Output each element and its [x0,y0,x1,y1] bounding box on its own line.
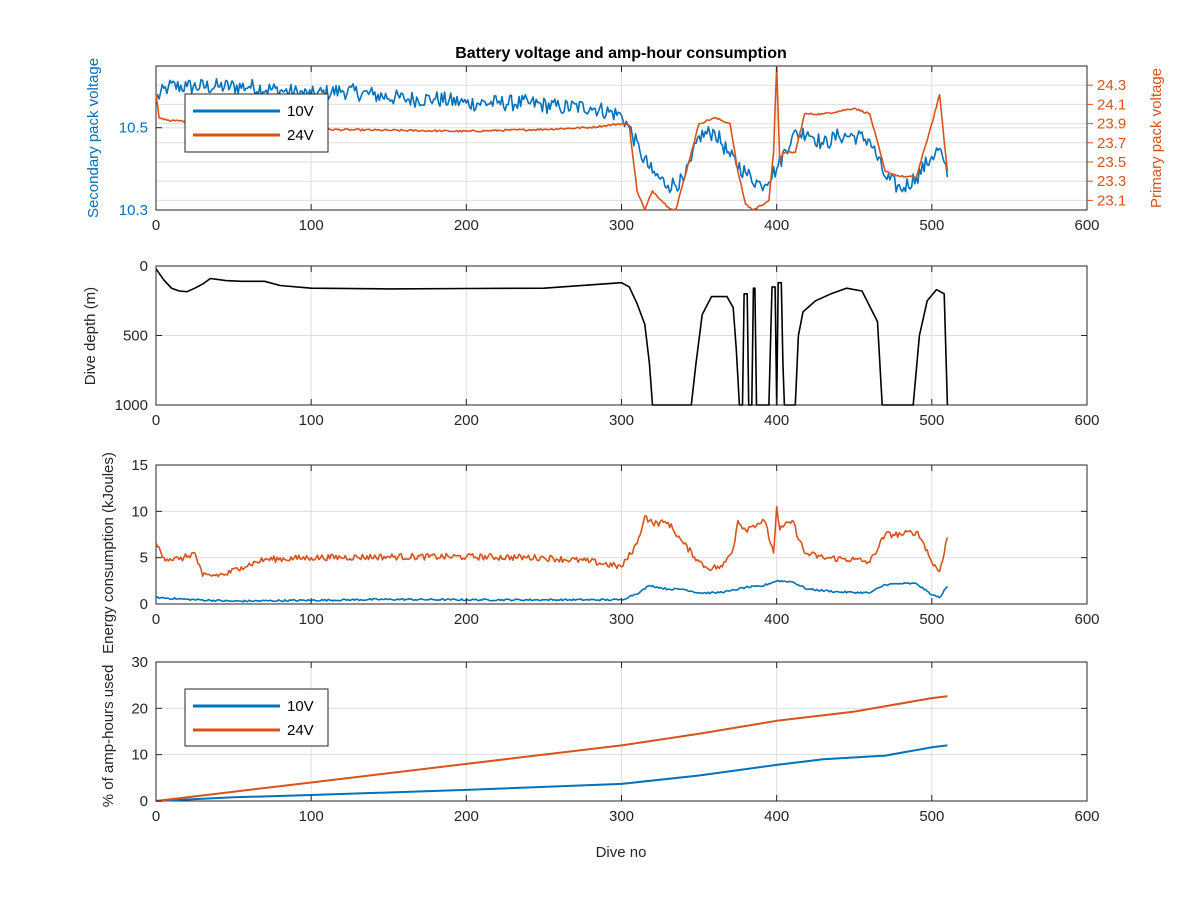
x-tick-label: 100 [299,611,324,628]
voltage-ticks: 0 100 200 300 400 500 600 10.3 10.5 23.1 23.3 23.5 2… [119,66,1126,234]
24v-series-line [155,695,948,802]
y-right-tick-label: 23.3 [1097,173,1126,190]
x-tick-label: 600 [1074,412,1099,429]
x-tick-label: 200 [454,412,479,429]
x-tick-label: 600 [1074,611,1099,628]
voltage-legend-box [184,93,329,153]
voltage-panel: 0 100 200 300 400 500 600 10.3 10.5 23.1 23.3 23.5 2… [85,58,1165,234]
amphours-panel: 0 100 200 300 400 500 600 0 10 20 30 % of amp-hour… [100,654,1100,861]
x-tick-label: 0 [152,217,160,234]
amphours-series-lines [155,695,948,802]
x-tick-label: 600 [1074,217,1099,234]
y-tick-label: 10 [131,747,148,764]
y-right-tick-label: 23.7 [1097,135,1126,152]
y-right-tick-label: 24.3 [1097,77,1126,94]
amphours-legend-24v-label: 24V [287,722,314,739]
x-tick-label: 0 [152,808,160,825]
x-tick-label: 400 [764,217,789,234]
energy-grid [155,464,1088,605]
y-tick-label: 0 [140,793,148,810]
x-tick-label: 200 [454,808,479,825]
x-tick-label: 500 [919,412,944,429]
voltage-right-axis-label: Primary pack voltage [1148,68,1165,208]
energy-panel: 0 100 200 300 400 500 600 0 5 10 15 Energy consump… [100,452,1100,654]
x-tick-label: 300 [609,412,634,429]
x-tick-label: 400 [764,808,789,825]
y-tick-label: 0 [140,258,148,275]
x-tick-label: 500 [919,217,944,234]
x-axis-label: Dive no [596,844,647,861]
x-tick-label: 100 [299,412,324,429]
x-tick-label: 200 [454,217,479,234]
x-tick-label: 400 [764,611,789,628]
depth-axis-label: Dive depth (m) [82,287,99,385]
amphours-ticks: 0 100 200 300 400 500 600 0 10 20 30 [131,654,1099,825]
amphours-axis-label: % of amp-hours used [100,665,117,808]
y-tick-label: 10.5 [119,120,148,137]
y-tick-label: 30 [131,654,148,671]
y-tick-label: 500 [123,328,148,345]
energy-series-lines [155,505,949,603]
voltage-left-axis-label: Secondary pack voltage [85,58,102,218]
energy-axis-label: Energy consumption (kJoules) [100,452,117,654]
y-tick-label: 5 [140,550,148,567]
voltage-legend-10v-label: 10V [287,103,314,120]
y-tick-label: 15 [131,457,148,474]
x-tick-label: 0 [152,412,160,429]
depth-series-line [155,268,949,406]
x-tick-label: 400 [764,412,789,429]
amphours-legend-10v-label: 10V [287,698,314,715]
x-tick-label: 300 [609,808,634,825]
depth-ticks: 0 100 200 300 400 500 600 0 500 1000 [115,258,1100,429]
y-right-tick-label: 23.5 [1097,154,1126,171]
x-tick-label: 100 [299,808,324,825]
y-right-tick-label: 24.1 [1097,96,1126,113]
x-tick-label: 100 [299,217,324,234]
figure-title: Battery voltage and amp-hour consumption [455,45,787,62]
x-tick-label: 300 [609,611,634,628]
x-tick-label: 0 [152,611,160,628]
10v-series-line [155,579,948,603]
voltage-legend: 10V 24V [184,93,329,153]
24v-series-line [155,505,949,578]
amphours-legend-box [184,688,329,747]
x-tick-label: 500 [919,808,944,825]
x-tick-label: 600 [1074,808,1099,825]
y-tick-label: 10 [131,503,148,520]
depth-panel: 0 100 200 300 400 500 600 0 500 1000 Dive depth (… [82,258,1100,429]
x-tick-label: 300 [609,217,634,234]
y-right-tick-label: 23.9 [1097,116,1126,133]
amphours-legend: 10V 24V [184,688,329,747]
y-tick-label: 10.3 [119,202,148,219]
depth-series-lines [155,268,949,406]
y-tick-label: 20 [131,700,148,717]
y-tick-label: 0 [140,596,148,613]
x-tick-label: 500 [919,611,944,628]
y-right-tick-label: 23.1 [1097,192,1126,209]
10v-series-line [155,744,948,802]
x-tick-label: 200 [454,611,479,628]
voltage-legend-24v-label: 24V [287,127,314,144]
y-tick-label: 1000 [115,397,148,414]
energy-ticks: 0 100 200 300 400 500 600 0 5 10 15 [131,457,1099,628]
